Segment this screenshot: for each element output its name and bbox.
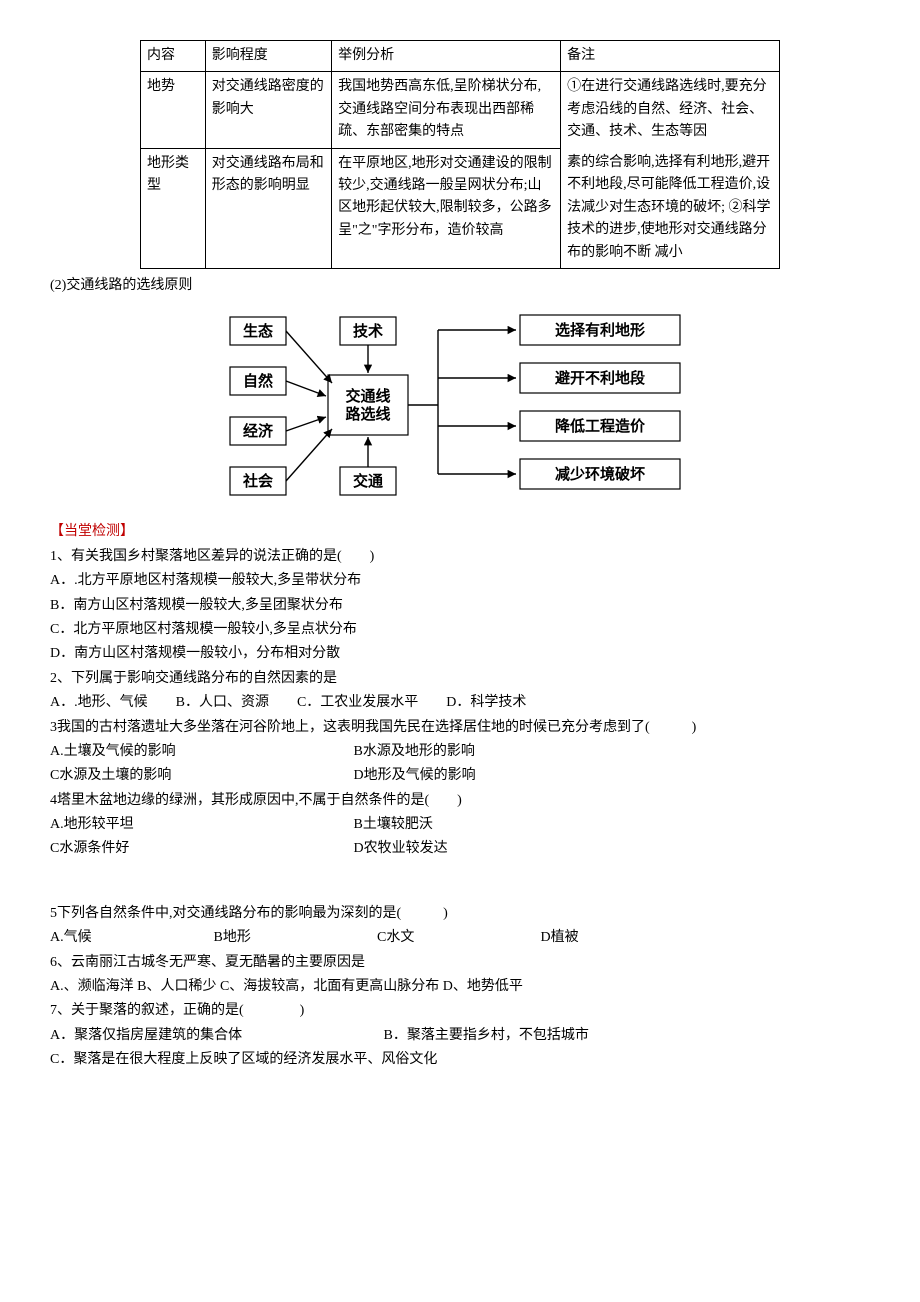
svg-text:降低工程造价: 降低工程造价	[555, 417, 646, 435]
question-4: 4塔里木盆地边缘的绿洲，其形成原因中,不属于自然条件的是( ) A.地形较平坦 …	[50, 790, 870, 861]
question-1: 1、有关我国乡村聚落地区差异的说法正确的是( ) A．.北方平原地区村落规模一般…	[50, 546, 870, 666]
r1-c2: 对交通线路密度的影响大	[205, 72, 331, 148]
route-diagram: 生态自然经济社会 技术交通 交通线路选线 选择有利地形避开不利地段降低工程造价减少环境…	[50, 305, 870, 515]
r2-c4: 素的综合影响,选择有利地形,避开不利地段,尽可能降低工程造价,设法减少对生态环境…	[561, 148, 780, 268]
th-content: 内容	[141, 41, 206, 72]
q7-b: B．聚落主要指乡村，不包括城市	[384, 1028, 589, 1043]
q7-a: A．聚落仅指房屋建筑的集合体	[50, 1025, 380, 1047]
svg-text:交通线: 交通线	[345, 387, 390, 405]
svg-text:选择有利地形: 选择有利地形	[555, 321, 645, 339]
th-degree: 影响程度	[205, 41, 331, 72]
q3-b: B水源及地形的影响	[354, 744, 475, 759]
q7-stem: 7、关于聚落的叙述，正确的是( )	[50, 1000, 870, 1022]
q4-b: B土壤较肥沃	[354, 817, 433, 832]
q5-c: C水文	[377, 927, 537, 949]
q2-opts: A．.地形、气候 B．人口、资源 C．工农业发展水平 D．科学技术	[50, 692, 870, 714]
svg-text:生态: 生态	[243, 322, 273, 340]
q4-d: D农牧业较发达	[354, 841, 448, 856]
svg-text:路选线: 路选线	[345, 405, 390, 423]
q5-d: D植被	[541, 930, 579, 945]
q4-c: C水源条件好	[50, 838, 350, 860]
q4-stem: 4塔里木盆地边缘的绿洲，其形成原因中,不属于自然条件的是( )	[50, 790, 870, 812]
q1-a: A．.北方平原地区村落规模一般较大,多呈带状分布	[50, 570, 870, 592]
q3-row2: C水源及土壤的影响 D地形及气候的影响	[50, 765, 870, 787]
q3-a: A.土壤及气候的影响	[50, 741, 350, 763]
q3-d: D地形及气候的影响	[354, 768, 476, 783]
question-3: 3我国的古村落遗址大多坐落在河谷阶地上，这表明我国先民在选择居住地的时候已充分考…	[50, 717, 870, 788]
svg-text:经济: 经济	[243, 422, 274, 440]
q3-c: C水源及土壤的影响	[50, 765, 350, 787]
q4-row1: A.地形较平坦 B土壤较肥沃	[50, 814, 870, 836]
th-example: 举例分析	[332, 41, 561, 72]
question-6: 6、云南丽江古城冬无严寒、夏无酷暑的主要原因是 A.、濒临海洋 B、人口稀少 C…	[50, 952, 870, 999]
r2-c2: 对交通线路布局和形态的影响明显	[205, 148, 331, 268]
r2-c3: 在平原地区,地形对交通建设的限制较少,交通线路一般呈网状分布;山区地形起伏较大,…	[332, 148, 561, 268]
test-header: 【当堂检测】	[50, 521, 870, 543]
q5-a: A.气候	[50, 927, 210, 949]
th-note: 备注	[561, 41, 780, 72]
q1-c: C．北方平原地区村落规模一般较小,多呈点状分布	[50, 619, 870, 641]
question-7: 7、关于聚落的叙述，正确的是( ) A．聚落仅指房屋建筑的集合体 B．聚落主要指…	[50, 1000, 870, 1071]
q2-stem: 2、下列属于影响交通线路分布的自然因素的是	[50, 668, 870, 690]
question-2: 2、下列属于影响交通线路分布的自然因素的是 A．.地形、气候 B．人口、资源 C…	[50, 668, 870, 715]
q5-stem: 5下列各自然条件中,对交通线路分布的影响最为深刻的是( )	[50, 903, 870, 925]
r1-c3: 我国地势西高东低,呈阶梯状分布,交通线路空间分布表现出西部稀疏、东部密集的特点	[332, 72, 561, 148]
q4-row2: C水源条件好 D农牧业较发达	[50, 838, 870, 860]
q1-stem: 1、有关我国乡村聚落地区差异的说法正确的是( )	[50, 546, 870, 568]
svg-text:社会: 社会	[242, 472, 273, 490]
r2-c1: 地形类型	[141, 148, 206, 268]
q5-opts: A.气候 B地形 C水文 D植被	[50, 927, 870, 949]
svg-text:避开不利地段: 避开不利地段	[555, 369, 645, 387]
question-5: 5下列各自然条件中,对交通线路分布的影响最为深刻的是( ) A.气候 B地形 C…	[50, 903, 870, 950]
q4-a: A.地形较平坦	[50, 814, 350, 836]
r1-c4: ①在进行交通线路选线时,要充分考虑沿线的自然、经济、社会、交通、技术、生态等因	[561, 72, 780, 148]
q1-d: D．南方山区村落规模一般较小，分布相对分散	[50, 643, 870, 665]
influence-table: 内容 影响程度 举例分析 备注 地势 对交通线路密度的影响大 我国地势西高东低,…	[140, 40, 780, 269]
q6-opts: A.、濒临海洋 B、人口稀少 C、海拔较高，北面有更高山脉分布 D、地势低平	[50, 976, 870, 998]
q3-row1: A.土壤及气候的影响 B水源及地形的影响	[50, 741, 870, 763]
svg-text:减少环境破坏: 减少环境破坏	[555, 465, 645, 483]
q5-b: B地形	[214, 927, 374, 949]
subheading: (2)交通线路的选线原则	[50, 275, 870, 297]
svg-text:自然: 自然	[243, 372, 273, 390]
r1-c1: 地势	[141, 72, 206, 148]
svg-text:技术: 技术	[353, 322, 383, 340]
svg-text:交通: 交通	[353, 472, 383, 490]
q7-c: C．聚落是在很大程度上反映了区域的经济发展水平、风俗文化	[50, 1049, 870, 1071]
q6-stem: 6、云南丽江古城冬无严寒、夏无酷暑的主要原因是	[50, 952, 870, 974]
q7-row1: A．聚落仅指房屋建筑的集合体 B．聚落主要指乡村，不包括城市	[50, 1025, 870, 1047]
q1-b: B．南方山区村落规模一般较大,多呈团聚状分布	[50, 595, 870, 617]
q3-stem: 3我国的古村落遗址大多坐落在河谷阶地上，这表明我国先民在选择居住地的时候已充分考…	[50, 717, 870, 739]
